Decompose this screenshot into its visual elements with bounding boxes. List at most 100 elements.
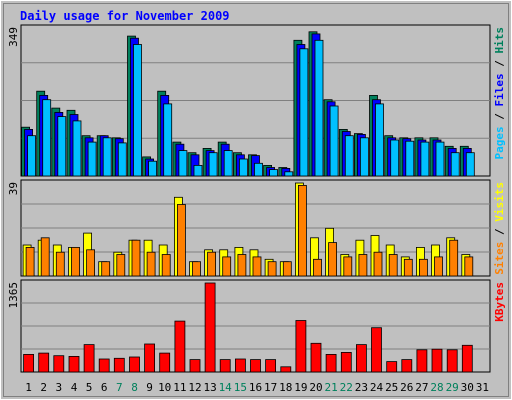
x-tick-label-day-4: 4: [71, 381, 78, 394]
bar-sites-day-14: [222, 256, 232, 277]
bar-sites-day-7: [116, 254, 126, 277]
bar-kbytes-day-10: [159, 352, 171, 373]
frame-shadow: [3, 3, 509, 397]
x-tick-label-day-14: 14: [219, 381, 233, 394]
bar-kbytes-day-2: [38, 352, 50, 373]
bar-kbytes-day-22: [340, 351, 352, 373]
x-axis-labels: 1 2 3 4 5 6 7 8 9 10 11 12 13 14 15 16 17 18 19 20 21 22 23 24 2…: [25, 381, 489, 394]
bar-sites-day-27: [418, 258, 428, 277]
bar-sites-day-6: [101, 261, 111, 277]
bar-kbytes-day-30: [461, 344, 473, 373]
bar-sites-day-22: [343, 256, 353, 277]
bar-pages-day-16: [254, 162, 263, 177]
bar-pages-day-21: [329, 105, 339, 177]
x-tick-label-day-29: 29: [446, 381, 459, 394]
bar-kbytes-day-12: [189, 359, 201, 373]
bar-kbytes-day-18: [280, 366, 292, 373]
x-tick-label-day-10: 10: [158, 381, 171, 394]
bar-sites-day-25: [388, 254, 398, 277]
x-tick-label-day-9: 9: [146, 381, 153, 394]
bar-kbytes-day-8: [129, 356, 140, 373]
bar-pages-day-5: [87, 141, 97, 177]
bar-kbytes-day-5: [83, 344, 95, 373]
bar-kbytes-day-6: [98, 358, 110, 373]
bar-pages-day-18: [284, 171, 294, 177]
bar-kbytes-day-21: [325, 353, 337, 373]
bar-kbytes-day-27: [416, 349, 428, 373]
bar-kbytes-day-20: [310, 342, 322, 373]
bar-pages-day-25: [390, 139, 400, 177]
bar-sites-day-8: [131, 239, 141, 277]
bar-pages-day-20: [314, 39, 324, 177]
bar-pages-day-30: [465, 152, 475, 177]
x-tick-label-day-1: 1: [25, 381, 32, 394]
bar-pages-day-17: [269, 169, 279, 177]
bar-sites-day-30: [464, 256, 474, 277]
bar-kbytes-day-24: [371, 327, 382, 373]
bar-sites-day-17: [267, 261, 277, 277]
bar-sites-day-2: [40, 237, 50, 277]
bar-pages-day-15: [238, 158, 248, 177]
x-tick-label-day-7: 7: [116, 381, 123, 394]
x-tick-label-day-3: 3: [55, 381, 62, 394]
bar-sites-day-19: [297, 184, 307, 277]
bar-sites-day-20: [313, 258, 322, 277]
bar-pages-day-13: [208, 152, 218, 177]
bar-pages-day-8: [133, 44, 142, 177]
bar-sites-day-1: [25, 246, 35, 277]
x-tick-label-day-21: 21: [324, 381, 337, 394]
x-tick-label-day-18: 18: [279, 381, 292, 394]
panel-pages-files-hits-max-label: 349: [7, 27, 20, 47]
bar-sites-day-15: [237, 254, 247, 277]
x-tick-label-day-5: 5: [86, 381, 93, 394]
bar-kbytes-day-16: [250, 359, 261, 373]
bar-sites-day-26: [403, 258, 413, 277]
x-tick-label-day-24: 24: [370, 381, 384, 394]
x-tick-label-day-20: 20: [309, 381, 322, 394]
bar-pages-day-26: [405, 140, 415, 177]
bar-kbytes-day-29: [446, 349, 458, 373]
bar-kbytes-day-15: [234, 358, 246, 373]
bar-sites-day-24: [373, 251, 383, 277]
bar-pages-day-19: [299, 48, 309, 177]
bar-kbytes-day-1: [23, 353, 35, 373]
bar-kbytes-day-14: [219, 359, 231, 373]
x-tick-label-day-8: 8: [131, 381, 138, 394]
bar-pages-day-27: [420, 141, 430, 177]
x-tick-label-day-28: 28: [430, 381, 443, 394]
bar-kbytes-day-17: [265, 359, 277, 373]
bar-kbytes-day-7: [113, 357, 125, 373]
legend-entry-sites: Sites: [493, 242, 506, 275]
x-tick-label-day-27: 27: [415, 381, 428, 394]
bar-kbytes-day-25: [386, 361, 398, 373]
bar-pages-day-14: [223, 150, 233, 177]
x-tick-label-day-25: 25: [385, 381, 398, 394]
bar-sites-day-9: [146, 251, 156, 277]
bar-pages-day-4: [72, 120, 82, 177]
bar-sites-day-29: [449, 239, 459, 277]
x-tick-label-day-22: 22: [340, 381, 353, 394]
bar-pages-day-11: [178, 150, 188, 177]
bar-kbytes-day-4: [68, 355, 80, 373]
bar-pages-day-6: [102, 137, 112, 177]
legend-entry-pages: Pages: [493, 126, 506, 159]
bar-sites-day-4: [71, 246, 80, 277]
bar-sites-day-10: [161, 254, 171, 277]
x-tick-label-day-31: 31: [476, 381, 489, 394]
legend-entry-kbytes: KBytes: [493, 282, 506, 322]
x-tick-label-day-12: 12: [188, 381, 201, 394]
bar-kbytes-day-23: [355, 344, 367, 373]
x-tick-label-day-2: 2: [40, 381, 47, 394]
bar-sites-day-16: [252, 256, 262, 277]
bar-kbytes-day-28: [431, 348, 443, 373]
panel-kbytes-max-label: 1365: [7, 282, 20, 309]
bar-pages-day-12: [193, 164, 203, 177]
x-tick-label-day-17: 17: [264, 381, 277, 394]
bar-kbytes-day-26: [401, 359, 413, 373]
bar-sites-day-23: [358, 254, 368, 277]
bar-pages-day-28: [435, 141, 445, 177]
bar-sites-day-28: [434, 256, 443, 277]
bar-kbytes-day-9: [144, 343, 156, 373]
panel-pages-files-hits-legend: Pages / Files / Hits: [493, 27, 506, 160]
